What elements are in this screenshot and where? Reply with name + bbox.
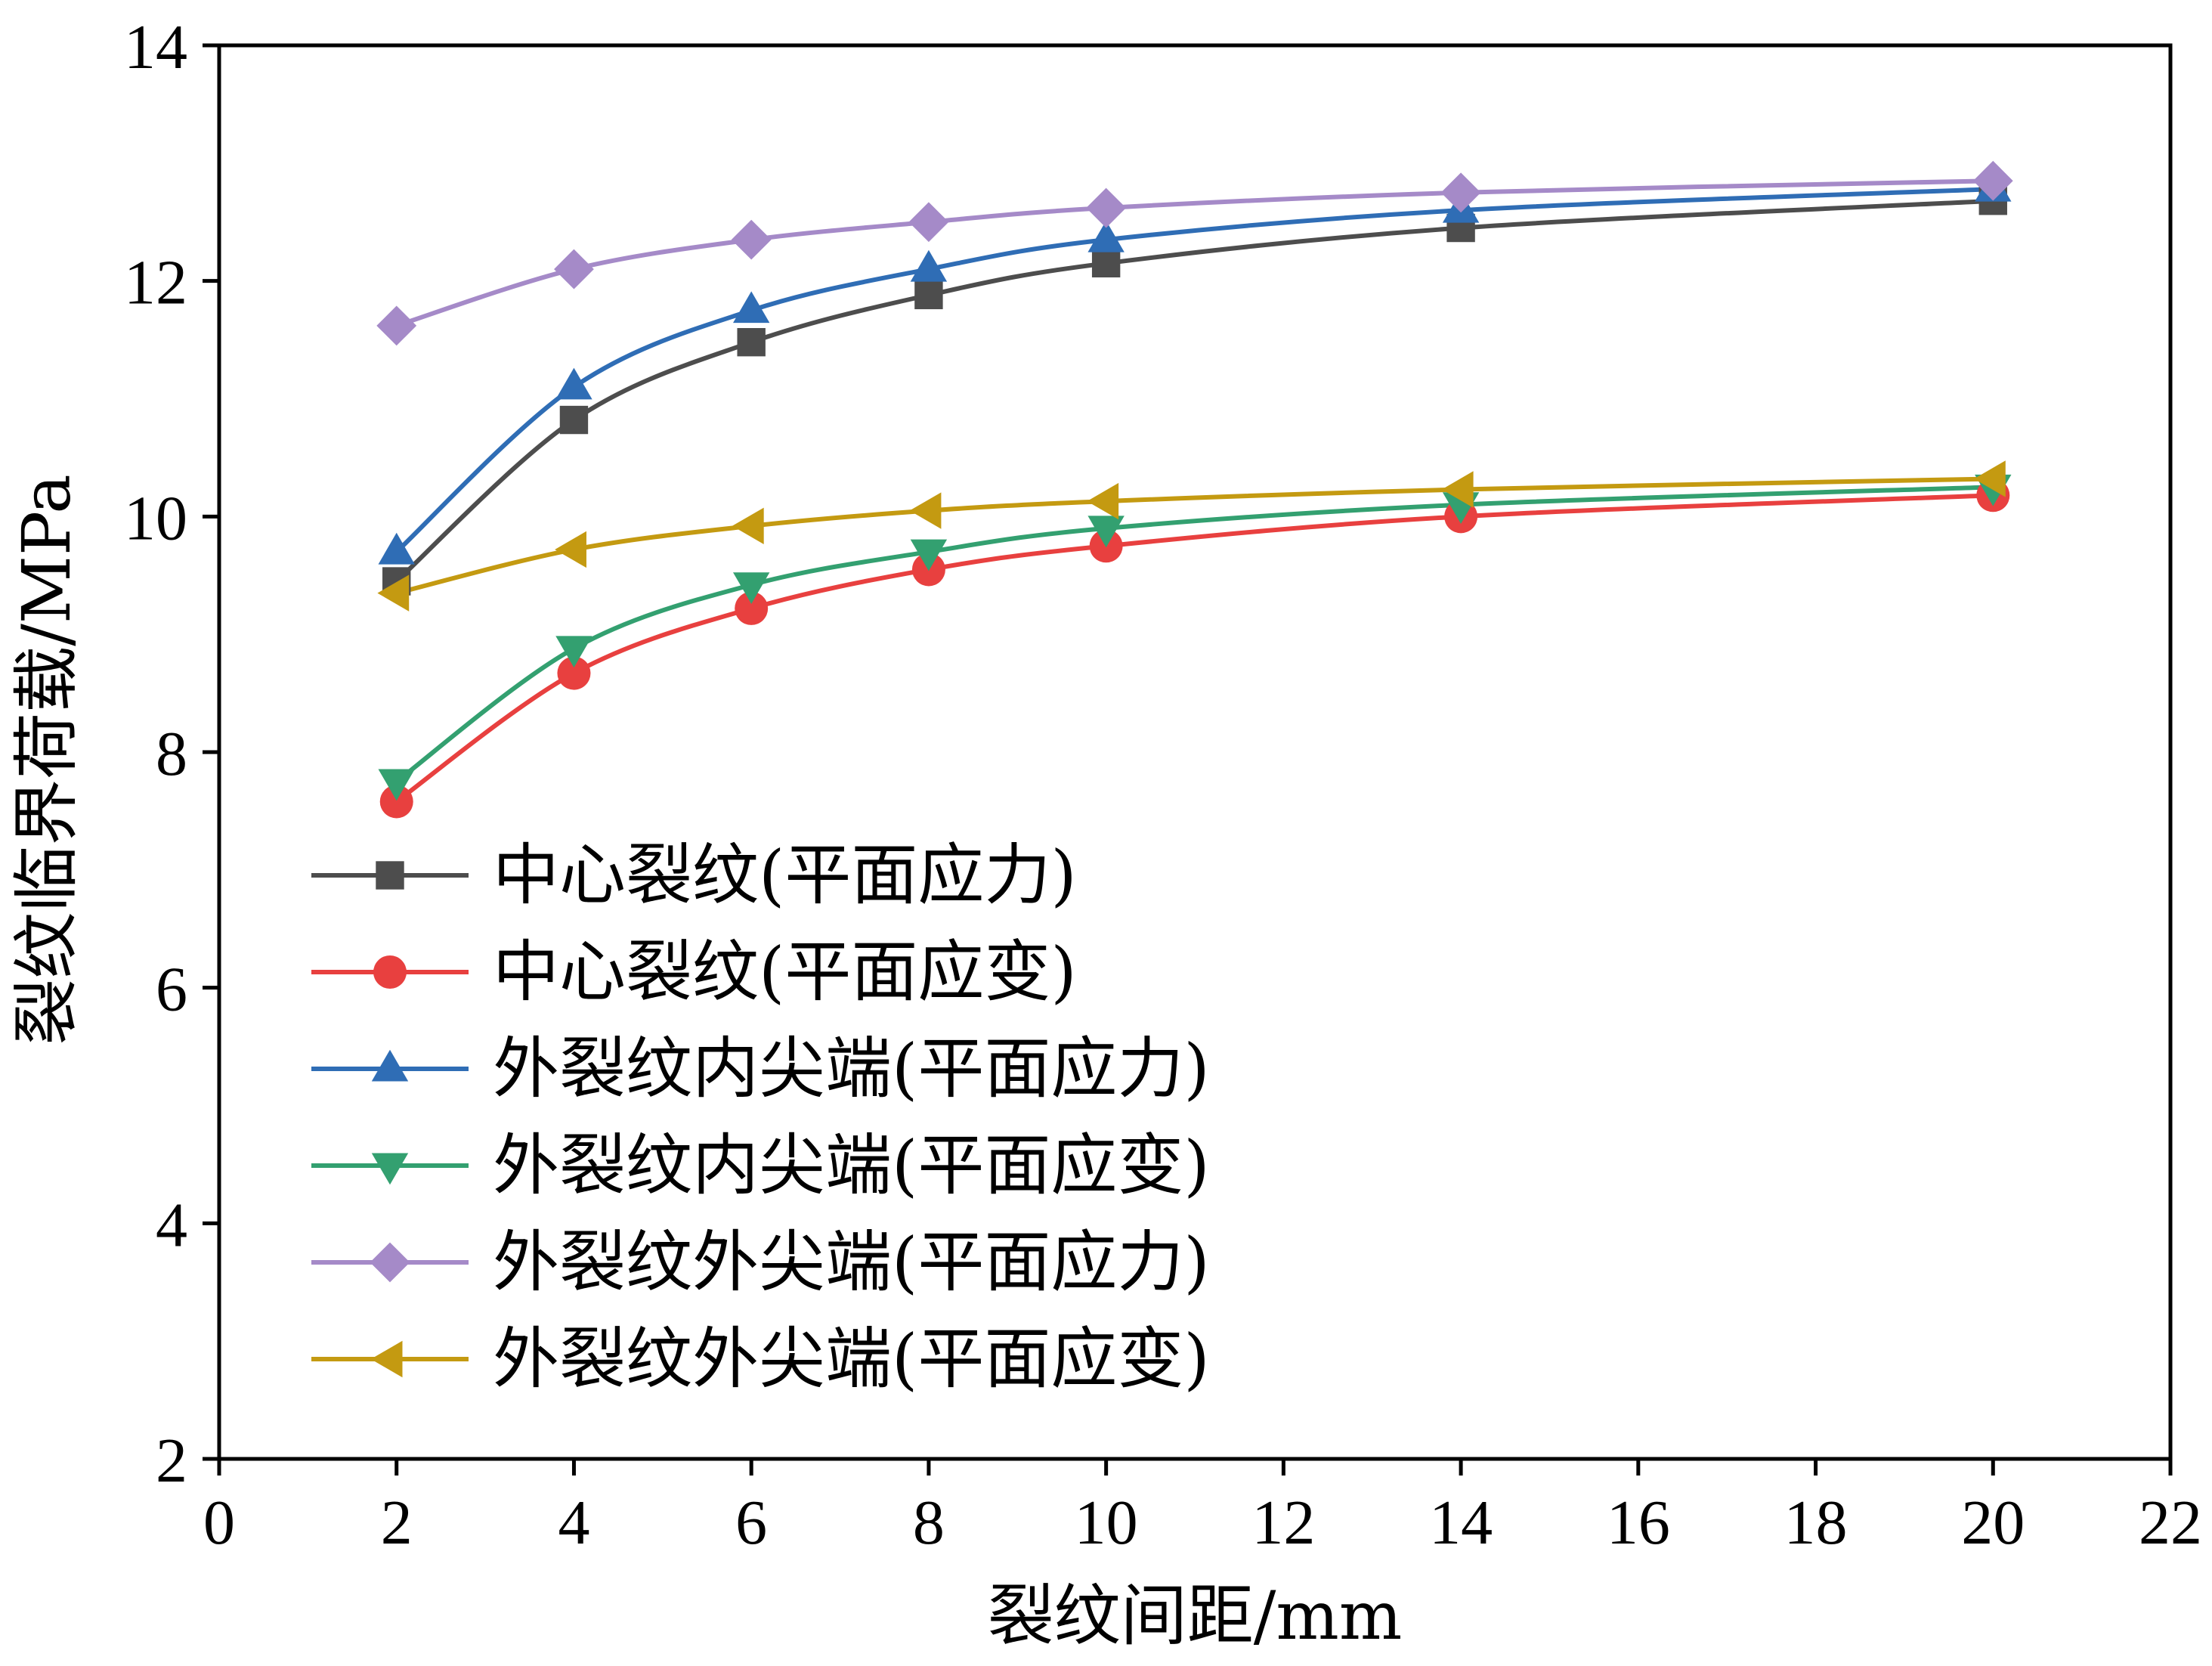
legend-item-4: 外裂纹内尖端(平面应变) <box>311 1126 1210 1204</box>
data-point-diamond <box>554 249 594 290</box>
data-point-triangle-left <box>1973 460 2006 497</box>
series-line-5 <box>395 178 1994 328</box>
x-tick-label: 22 <box>2139 1488 2202 1558</box>
x-tick-label: 10 <box>1075 1488 1138 1558</box>
data-point-triangle-up <box>371 1049 409 1082</box>
legend-label: 外裂纹外尖端(平面应变) <box>493 1320 1210 1398</box>
x-tick-label: 20 <box>1961 1488 2025 1558</box>
legend-label: 中心裂纹(平面应变) <box>493 933 1077 1011</box>
legend-item-1: 中心裂纹(平面应力) <box>311 836 1077 914</box>
series-line-4 <box>394 485 1994 784</box>
x-tick-label: 12 <box>1251 1488 1315 1558</box>
x-tick-label: 18 <box>1784 1488 1848 1558</box>
x-axis-ticks: 0 2 4 6 8 10 12 14 16 18 20 22 <box>203 1459 2202 1558</box>
x-tick-label: 6 <box>735 1488 767 1558</box>
data-point-diamond <box>1972 160 2013 201</box>
data-point-square <box>914 280 943 310</box>
y-tick-label: 10 <box>124 483 187 553</box>
data-point-square <box>1091 249 1121 277</box>
series-markers <box>376 160 2013 819</box>
y-tick-label: 8 <box>156 719 187 789</box>
data-point-triangle-down <box>910 539 948 571</box>
data-point-diamond <box>1086 187 1127 228</box>
data-point-triangle-left <box>370 1340 403 1378</box>
y-tick-label: 12 <box>124 248 187 318</box>
x-tick-label: 2 <box>381 1488 413 1558</box>
y-tick-label: 4 <box>156 1190 187 1260</box>
x-tick-label: 16 <box>1607 1488 1670 1558</box>
y-tick-label: 6 <box>156 955 187 1025</box>
y-axis-title: 裂纹临界荷载/MPa <box>8 474 85 1045</box>
data-point-square <box>559 405 589 435</box>
data-point-triangle-left <box>377 574 410 612</box>
data-point-diamond <box>370 1242 410 1283</box>
data-point-circle <box>557 656 591 690</box>
data-point-circle <box>373 955 407 989</box>
y-tick-label: 14 <box>124 12 187 82</box>
data-point-circle <box>379 785 413 819</box>
legend-label: 外裂纹内尖端(平面应变) <box>493 1126 1210 1204</box>
legend-label: 中心裂纹(平面应力) <box>493 836 1077 914</box>
legend-item-5: 外裂纹外尖端(平面应力) <box>311 1223 1210 1301</box>
x-axis-title: 裂纹间距/mm <box>988 1577 1403 1655</box>
x-tick-label: 4 <box>558 1488 589 1558</box>
y-tick-label: 2 <box>156 1426 187 1496</box>
legend-item-6: 外裂纹外尖端(平面应变) <box>311 1320 1210 1398</box>
data-point-triangle-up <box>910 249 948 282</box>
data-point-triangle-left <box>909 492 942 529</box>
data-point-triangle-left <box>1087 482 1119 520</box>
x-tick-label: 8 <box>913 1488 945 1558</box>
data-point-triangle-down <box>732 572 770 605</box>
data-point-triangle-down <box>1087 516 1125 548</box>
data-point-diamond <box>376 305 417 346</box>
data-point-triangle-up <box>378 532 415 565</box>
data-point-circle <box>735 591 769 625</box>
legend: 中心裂纹(平面应力) 中心裂纹(平面应变) 外裂纹内尖端(平面应力) 外裂纹内尖端(平… <box>311 836 1210 1398</box>
data-point-triangle-up <box>555 367 592 400</box>
data-point-triangle-down <box>555 636 592 668</box>
data-point-triangle-up <box>732 291 770 324</box>
data-point-diamond <box>731 219 772 260</box>
y-axis-ticks: 2 4 6 8 10 12 14 <box>124 12 219 1496</box>
data-point-triangle-left <box>555 531 586 568</box>
data-point-square <box>376 861 404 890</box>
x-tick-label: 14 <box>1429 1488 1493 1558</box>
data-point-diamond <box>1440 172 1481 213</box>
legend-label: 外裂纹内尖端(平面应力) <box>493 1030 1210 1107</box>
series-lines <box>394 178 1994 804</box>
data-point-triangle-down <box>371 1153 409 1185</box>
legend-item-2: 中心裂纹(平面应变) <box>311 933 1077 1011</box>
data-point-square <box>737 328 766 357</box>
data-point-triangle-left <box>1441 471 1474 508</box>
series-line-6 <box>396 476 1994 596</box>
data-point-triangle-up <box>1087 220 1125 252</box>
data-point-triangle-down <box>378 769 415 801</box>
legend-label: 外裂纹外尖端(平面应力) <box>493 1223 1210 1301</box>
data-point-triangle-left <box>732 507 764 544</box>
legend-item-3: 外裂纹内尖端(平面应力) <box>311 1030 1210 1107</box>
data-point-diamond <box>908 202 949 243</box>
x-tick-label: 0 <box>203 1488 235 1558</box>
